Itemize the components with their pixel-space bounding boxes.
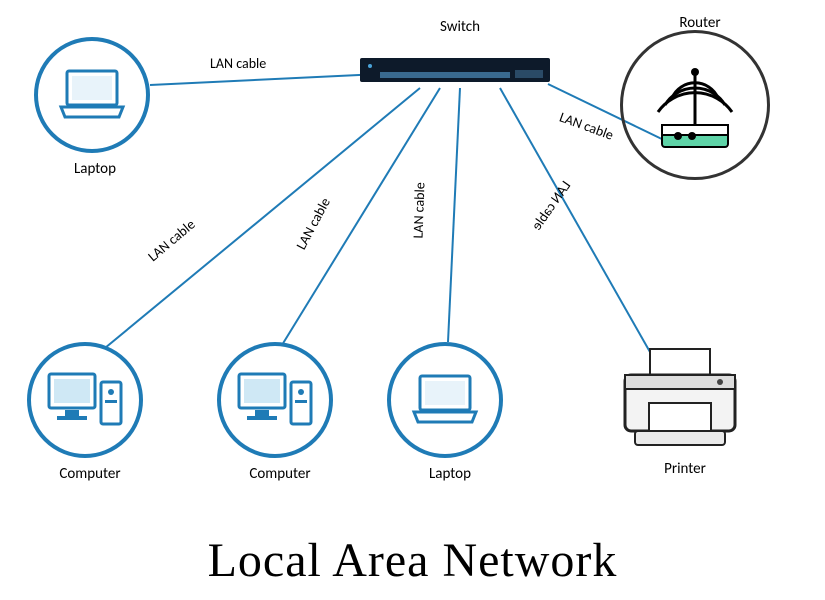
lan-cable-line <box>150 74 380 85</box>
diagram-title: Local Area Network <box>0 533 825 588</box>
desktop-icon <box>45 368 125 432</box>
laptop-icon <box>410 372 480 428</box>
router-icon <box>640 50 750 160</box>
lan-cable-label: LAN cable <box>410 182 429 239</box>
laptop2-label: Laptop <box>415 465 485 483</box>
laptop1-node <box>34 37 150 153</box>
switch-icon <box>360 52 550 88</box>
printer-icon <box>615 345 745 455</box>
router-label: Router <box>660 14 740 32</box>
lan-cable-line <box>105 88 420 348</box>
laptop-icon <box>57 67 127 123</box>
computer2-label: Computer <box>240 465 320 483</box>
computer1-node <box>27 342 143 458</box>
lan-cable-label: LAN cable <box>210 55 266 72</box>
switch-label: Switch <box>420 18 500 36</box>
printer-label: Printer <box>650 460 720 478</box>
computer2-node <box>217 342 333 458</box>
desktop-icon <box>235 368 315 432</box>
printer-node <box>615 345 745 455</box>
router-node <box>620 30 770 180</box>
lan-cable-line <box>448 88 460 342</box>
laptop2-node <box>387 342 503 458</box>
computer1-label: Computer <box>50 465 130 483</box>
laptop1-label: Laptop <box>60 160 130 178</box>
